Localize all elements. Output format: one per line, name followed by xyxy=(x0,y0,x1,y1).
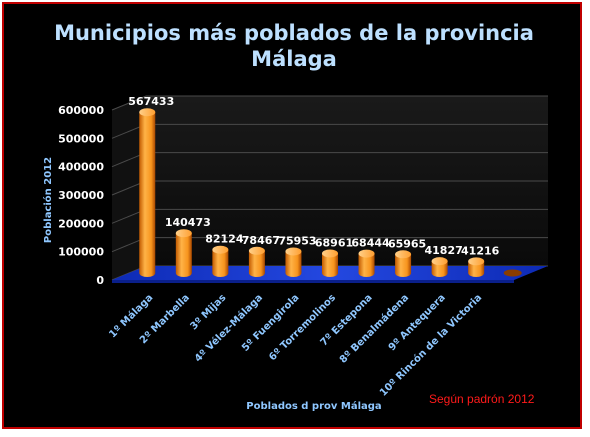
bar-top xyxy=(175,229,192,238)
bar xyxy=(322,253,338,277)
chart-frame: Municipios más poblados de la provincia … xyxy=(2,2,582,429)
x-tick-label: 4º Vélez-Málaga xyxy=(192,292,265,365)
data-label: 140473 xyxy=(165,216,211,229)
y-tick-label: 200000 xyxy=(58,217,104,230)
data-label: 68444 xyxy=(351,237,390,250)
y-axis-label: Población 2012 xyxy=(42,157,54,243)
y-tick-label: 100000 xyxy=(58,246,104,259)
data-label: 75953 xyxy=(278,234,316,247)
gridline xyxy=(111,95,548,111)
bar-top xyxy=(395,250,412,259)
bar-top xyxy=(139,108,156,117)
bar-chart: Municipios más poblados de la provincia … xyxy=(42,21,548,412)
bar xyxy=(468,261,485,277)
data-label: 65965 xyxy=(388,237,426,250)
chart-floor-edge xyxy=(112,280,514,283)
data-label: 567433 xyxy=(128,95,174,108)
bar xyxy=(431,261,448,277)
source-note: Según padrón 2012 xyxy=(429,392,535,406)
data-label: 41216 xyxy=(461,244,500,257)
bar xyxy=(248,250,265,277)
y-tick-label: 300000 xyxy=(58,189,104,202)
bar-top xyxy=(285,247,302,256)
bar xyxy=(358,253,375,277)
x-tick-label: 8º Benalmádena xyxy=(337,292,411,366)
bar-top xyxy=(431,257,448,266)
bar-top xyxy=(322,249,338,258)
bar-top xyxy=(212,245,229,254)
chart-title-line2: Málaga xyxy=(251,47,337,71)
data-label: 68961 xyxy=(315,236,353,249)
y-tick-label: 0 xyxy=(96,274,104,287)
y-tick-label: 500000 xyxy=(58,132,104,145)
bar-top xyxy=(358,249,375,258)
bar-top xyxy=(468,257,485,266)
bar-top xyxy=(248,246,265,255)
plot-area: 0 100000 200000 300000 400000 500000 600000 567… xyxy=(58,95,548,399)
data-label: 82124 xyxy=(205,233,244,246)
x-tick-label: 6º Torremolinos xyxy=(267,292,338,363)
x-axis-label: Poblados d prov Málaga xyxy=(246,400,381,412)
data-label: 78467 xyxy=(242,234,280,247)
bar xyxy=(139,112,156,277)
y-tick-label: 600000 xyxy=(58,104,104,117)
bar xyxy=(212,249,229,277)
y-tick-label: 400000 xyxy=(58,161,104,174)
bar xyxy=(395,254,412,277)
bar xyxy=(285,251,302,277)
empty-slot-marker xyxy=(503,269,522,277)
data-label: 41827 xyxy=(424,244,462,257)
chart-title-line1: Municipios más poblados de la provincia xyxy=(54,21,534,45)
bar xyxy=(175,233,192,277)
